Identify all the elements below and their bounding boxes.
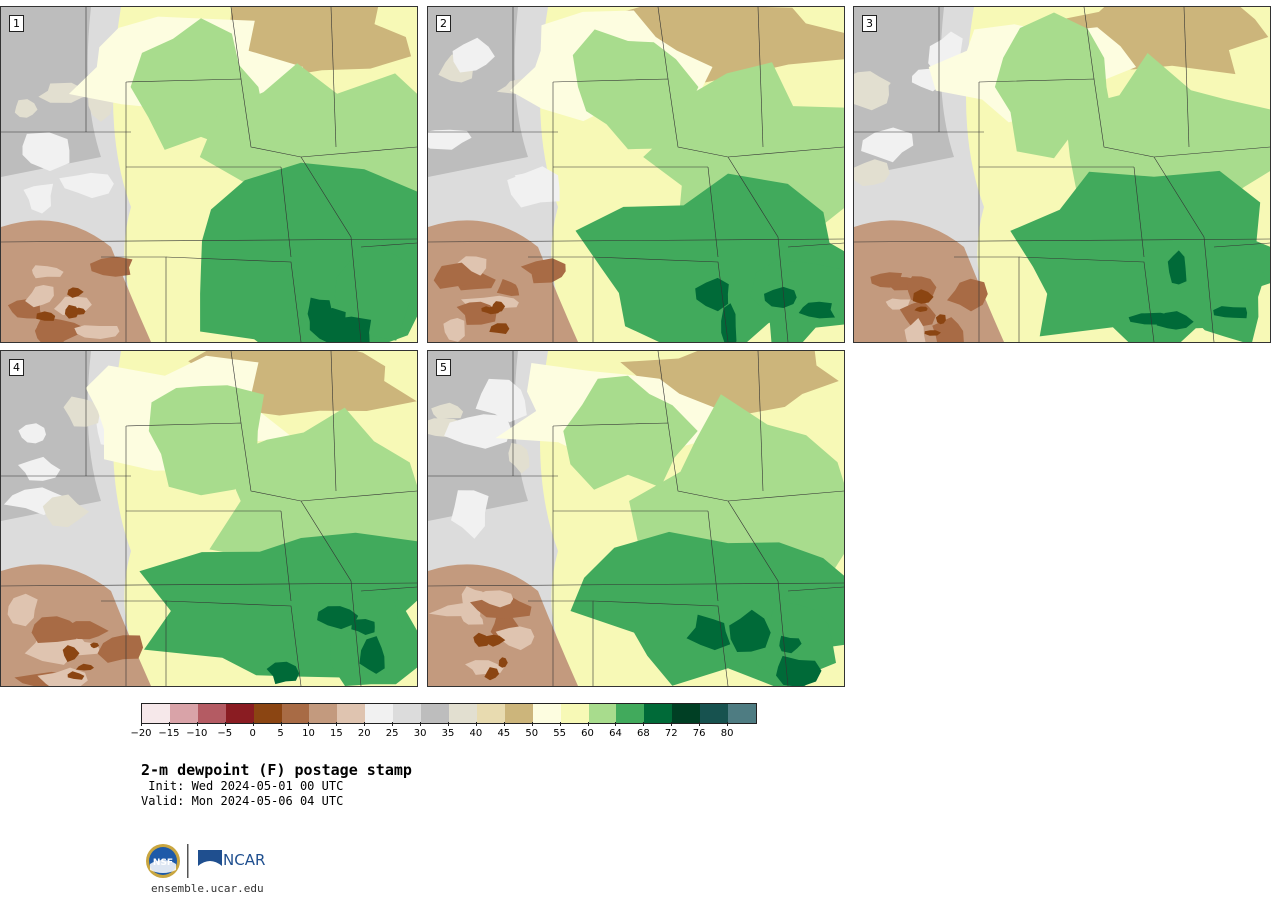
state-borders: [428, 351, 844, 686]
colorbar-tick-label: −5: [217, 728, 233, 739]
colorbar-swatch: [644, 704, 673, 723]
colorbar-swatch: [253, 704, 282, 723]
colorbar-swatch: [616, 704, 645, 723]
colorbar-tick: [141, 722, 142, 726]
colorbar-swatch: [281, 704, 310, 723]
colorbar-swatch: [588, 704, 617, 723]
dewpoint-map-5: [428, 351, 844, 686]
ncar-logo-icon: NCAR: [198, 850, 265, 869]
dewpoint-map-2: [428, 7, 844, 342]
forecast-panel-1: 1: [0, 6, 418, 343]
colorbar-swatch: [142, 704, 170, 723]
colorbar-tick-label: 68: [636, 728, 650, 739]
colorbar-tick: [587, 722, 589, 726]
colorbar-tick: [308, 722, 310, 726]
colorbar-swatch: [448, 704, 477, 723]
colorbar-swatch: [337, 704, 366, 723]
colorbar-swatch: [169, 704, 198, 723]
colorbar: [141, 703, 757, 724]
figure-title: 2-m dewpoint (F) postage stamp: [141, 761, 412, 779]
svg-text:NSF: NSF: [153, 858, 173, 868]
colorbar-tick-label: 64: [609, 728, 622, 739]
colorbar-tick-label: 10: [302, 728, 315, 739]
forecast-panel-4: 4: [0, 350, 418, 687]
colorbar-tick-label: 15: [329, 728, 343, 739]
colorbar-tick: [420, 722, 422, 726]
colorbar-tick: [364, 722, 366, 726]
panel-number: 1: [9, 15, 24, 32]
panel-number: 2: [436, 15, 451, 32]
colorbar-tick: [615, 722, 617, 726]
colorbar-swatch: [560, 704, 589, 723]
colorbar-swatch: [365, 704, 394, 723]
colorbar-tick: [336, 722, 338, 726]
colorbar-tick-label: 72: [664, 728, 678, 739]
panel-number: 5: [436, 359, 451, 376]
logos: NSF NCAR: [144, 842, 284, 882]
colorbar-ticks: −20 −15 −10 −5 0 5 10 15 20 25 30 35 40 45 50 55 60 64 68 7…: [130, 722, 757, 742]
colorbar-tick-label: 60: [581, 728, 594, 739]
colorbar-tick-label: −15: [158, 728, 180, 739]
colorbar-swatch: [309, 704, 338, 723]
colorbar-swatch: [672, 704, 701, 723]
colorbar-tick-label: 0: [249, 728, 256, 739]
colorbar-swatch: [421, 704, 449, 723]
colorbar-tick: [699, 722, 701, 726]
valid-time: Valid: Mon 2024-05-06 04 UTC: [141, 794, 344, 808]
colorbar-tick: [671, 722, 673, 726]
colorbar-tick: [559, 722, 561, 726]
state-borders: [1, 351, 417, 686]
colorbar-tick: [643, 722, 645, 726]
colorbar-tick: [448, 722, 449, 726]
colorbar-swatch: [393, 704, 422, 723]
colorbar-tick-label: 50: [525, 728, 539, 739]
website-url: ensemble.ucar.edu: [151, 882, 264, 895]
colorbar-tick: [252, 722, 254, 726]
panel-number: 3: [862, 15, 877, 32]
colorbar-tick-label: 20: [357, 728, 371, 739]
colorbar-swatch: [225, 704, 254, 723]
colorbar-tick-label: 35: [441, 728, 455, 739]
colorbar-swatch: [728, 704, 756, 723]
colorbar-tick-label: 5: [277, 728, 284, 739]
nsf-logo-icon: NSF: [146, 844, 180, 878]
forecast-panel-5: 5: [427, 350, 845, 687]
colorbar-tick: [531, 722, 533, 726]
colorbar-tick: [280, 722, 282, 726]
colorbar-tick: [503, 722, 505, 726]
colorbar-tick-label: −10: [186, 728, 208, 739]
colorbar-tick-label: 80: [720, 728, 734, 739]
colorbar-swatch: [532, 704, 561, 723]
colorbar-tick-label: 76: [692, 728, 706, 739]
colorbar-tick-label: 40: [469, 728, 483, 739]
state-borders: [1, 7, 417, 342]
colorbar-tick: [224, 722, 226, 726]
panel-number: 4: [9, 359, 24, 376]
dewpoint-map-3: [854, 7, 1270, 342]
colorbar-tick-label: 55: [553, 728, 566, 739]
colorbar-tick: [196, 722, 198, 726]
svg-text:NCAR: NCAR: [223, 851, 265, 869]
colorbar-tick: [727, 722, 729, 726]
forecast-panel-2: 2: [427, 6, 845, 343]
forecast-panel-3: 3: [853, 6, 1271, 343]
colorbar-swatch: [476, 704, 505, 723]
init-time: Init: Wed 2024-05-01 00 UTC: [141, 779, 344, 793]
colorbar-tick-label: 45: [497, 728, 511, 739]
state-borders: [854, 7, 1270, 342]
colorbar-swatch: [197, 704, 226, 723]
colorbar-tick-label: 25: [385, 728, 399, 739]
colorbar-swatch: [504, 704, 533, 723]
colorbar-tick: [392, 722, 394, 726]
colorbar-tick-label: −20: [130, 728, 152, 739]
colorbar-tick-label: 30: [413, 728, 427, 739]
colorbar-tick: [168, 722, 170, 726]
dewpoint-map-4: [1, 351, 417, 686]
colorbar-swatch: [700, 704, 729, 723]
dewpoint-map-1: [1, 7, 417, 342]
state-borders: [428, 7, 844, 342]
colorbar-tick: [475, 722, 477, 726]
